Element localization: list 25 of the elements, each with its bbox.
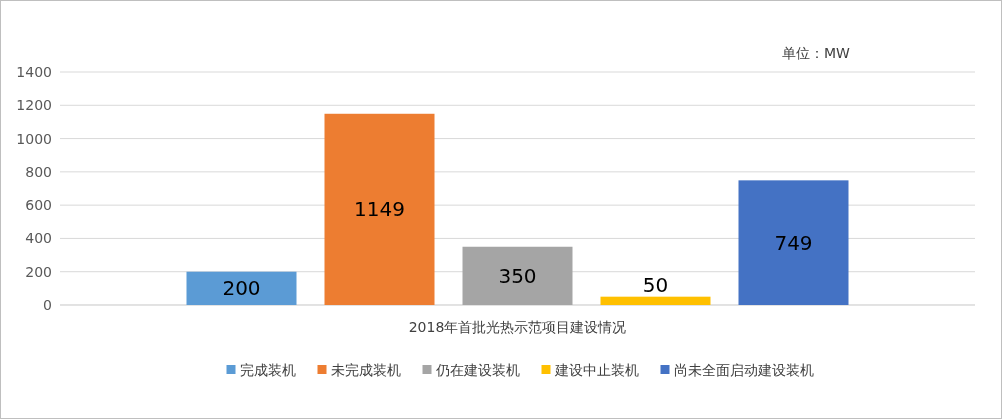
data-label: 200: [222, 276, 261, 301]
text: 单位：MW: [782, 45, 851, 61]
data-label: 749: [774, 230, 813, 255]
y-tick-label: 1000: [16, 130, 52, 147]
bar: [186, 271, 297, 305]
x-tick-label: 2018年首批光热示范项目建设情况: [408, 319, 627, 335]
y-tick-label: 400: [25, 230, 52, 247]
legend-label: 尚未全面启动建设装机: [673, 362, 814, 378]
bar: [462, 246, 573, 305]
y-tick-label: 800: [25, 163, 52, 180]
y-tick-label: 1400: [16, 64, 52, 80]
legend-label: 仍在建设装机: [434, 362, 520, 378]
data-label: 350: [498, 263, 537, 288]
y-tick-label: 600: [25, 197, 52, 214]
legend-label: 完成装机: [239, 362, 296, 378]
y-tick-label: 0: [43, 297, 52, 313]
legend-label: 未完成装机: [330, 362, 401, 378]
y-tick-label: 200: [25, 263, 52, 280]
y-tick-label: 1200: [16, 97, 52, 114]
legend-label: 建设中止装机: [553, 362, 639, 378]
bar: [738, 180, 849, 305]
data-label: 50: [642, 272, 669, 297]
bar: [324, 113, 435, 305]
data-label: 1149: [354, 197, 405, 222]
bar: [600, 296, 711, 305]
